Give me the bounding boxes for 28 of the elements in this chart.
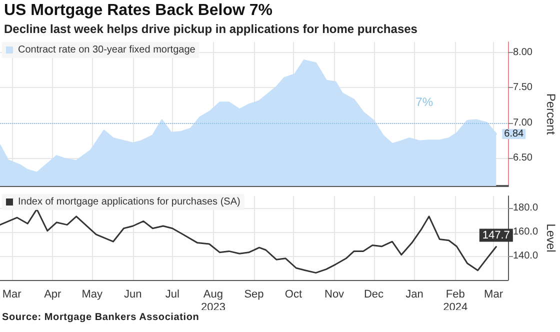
x-tick-label: Mar: [2, 288, 22, 300]
data-label: 6.84: [504, 128, 524, 140]
data-label: 147.7: [482, 229, 510, 242]
source-note: Source: Mortgage Bankers Association: [2, 312, 200, 323]
x-tick-label: Sep: [244, 288, 264, 300]
chart-subtitle: Decline last week helps drive pickup in applications for home purchases: [4, 22, 418, 36]
x-tick-label: Apr: [44, 288, 62, 300]
x-tick-label: Mar: [484, 288, 504, 300]
chart-title: US Mortgage Rates Back Below 7%: [4, 2, 273, 20]
y-tick-label: 140.0: [513, 250, 538, 262]
y-tick-label: 6.50: [513, 152, 533, 164]
y-tick-label: 180.0: [513, 202, 538, 214]
y-tick-label: 7.50: [513, 82, 533, 94]
x-tick-label: Jan: [406, 288, 424, 300]
legend-label: Index of mortgage applications for purchases (SA): [18, 196, 240, 208]
x-tick-label: Nov: [324, 288, 345, 300]
y-axis-title: Level: [544, 224, 558, 252]
x-tick-label: Jul: [165, 288, 180, 300]
x-tick-label: Dec: [364, 288, 384, 300]
x-tick-label: May: [82, 288, 104, 300]
y-tick-label: 160.0: [513, 226, 538, 238]
legend-label: Contract rate on 30-year fixed mortgage: [18, 44, 196, 56]
y-axis-title: Percent: [544, 93, 558, 136]
x-tick-label: Oct: [284, 288, 302, 300]
ref-line-label: 7%: [416, 94, 434, 109]
x-tick-label: Jun: [124, 288, 142, 300]
y-tick-label: 8.00: [513, 47, 533, 58]
y-tick-label: 7.00: [513, 117, 533, 128]
